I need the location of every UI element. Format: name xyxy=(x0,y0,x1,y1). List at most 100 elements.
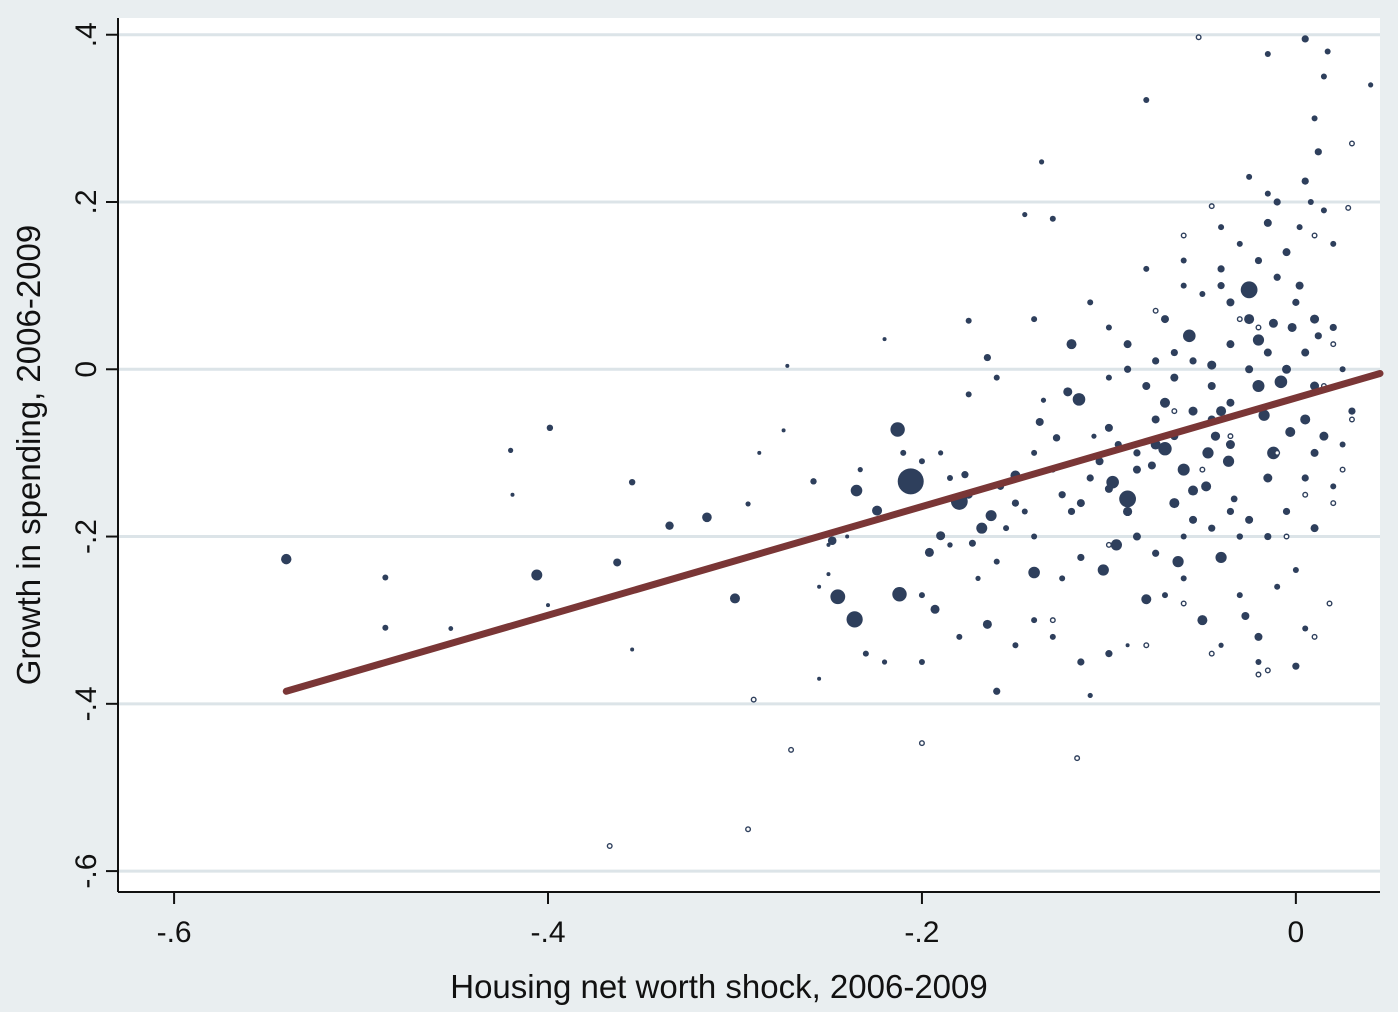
data-point xyxy=(1125,643,1130,648)
data-point xyxy=(1301,35,1309,43)
y-tick-label: -.4 xyxy=(70,686,103,721)
data-point xyxy=(1301,177,1309,185)
data-point xyxy=(1236,240,1243,247)
data-point xyxy=(1301,474,1309,482)
data-point xyxy=(745,501,751,507)
data-point xyxy=(1208,203,1215,210)
data-point xyxy=(1067,507,1076,516)
data-point xyxy=(1040,397,1047,403)
data-point xyxy=(1267,446,1280,460)
data-point xyxy=(1074,755,1081,762)
data-point xyxy=(1314,148,1322,156)
data-point xyxy=(1310,524,1319,533)
y-axis-title: Growth in spending, 2006-2009 xyxy=(10,225,47,686)
data-point xyxy=(1295,281,1304,290)
data-point xyxy=(1226,340,1235,349)
data-point xyxy=(606,843,613,850)
data-point xyxy=(1311,633,1318,640)
data-point xyxy=(1087,692,1093,699)
data-point xyxy=(900,449,907,456)
data-point xyxy=(827,536,837,546)
data-point xyxy=(982,619,992,629)
y-tick-label: .2 xyxy=(70,189,103,214)
data-point xyxy=(892,587,907,602)
data-point xyxy=(1274,449,1281,456)
data-point xyxy=(1245,365,1254,374)
data-point xyxy=(665,521,674,530)
data-point xyxy=(1255,659,1262,665)
data-point xyxy=(1035,417,1044,426)
data-point xyxy=(1143,96,1150,103)
data-point xyxy=(1201,481,1212,492)
data-point xyxy=(1227,433,1234,440)
x-tick-label: -.4 xyxy=(531,916,566,949)
data-point xyxy=(1087,299,1094,306)
data-point xyxy=(1324,48,1331,55)
data-point xyxy=(1188,406,1198,416)
data-point xyxy=(993,558,1000,565)
data-point xyxy=(938,450,944,456)
data-point xyxy=(881,659,888,665)
data-point xyxy=(936,531,946,541)
data-point xyxy=(630,647,635,652)
data-point xyxy=(1003,525,1010,532)
data-point xyxy=(1170,348,1178,357)
data-point xyxy=(1059,575,1066,582)
data-point xyxy=(1152,307,1159,314)
data-point xyxy=(817,584,822,589)
data-point xyxy=(956,633,963,640)
data-point xyxy=(1152,357,1160,365)
data-point xyxy=(1326,600,1333,607)
x-axis-ticks: -.6 -.4 -.2 0 xyxy=(157,892,1305,949)
data-point xyxy=(1292,567,1299,573)
data-point xyxy=(1330,240,1337,247)
data-point xyxy=(1208,524,1216,532)
data-point xyxy=(1091,433,1097,439)
data-point xyxy=(1152,549,1160,557)
data-point xyxy=(1245,515,1254,524)
data-point xyxy=(1254,256,1263,265)
data-point xyxy=(1172,556,1184,568)
data-point xyxy=(1320,207,1327,214)
data-point xyxy=(872,505,883,516)
x-tick-label: -.2 xyxy=(904,916,939,949)
y-tick-label: -.6 xyxy=(70,854,103,889)
data-point xyxy=(1264,50,1271,57)
y-axis-ticks: -.6 -.4 -.2 0 .2 .4 xyxy=(70,22,118,889)
data-point xyxy=(897,468,924,495)
data-point xyxy=(1049,633,1056,640)
data-point xyxy=(1182,329,1196,343)
x-tick-label: 0 xyxy=(1288,916,1305,949)
data-point xyxy=(546,424,554,432)
data-point xyxy=(1230,495,1238,503)
data-point xyxy=(947,542,953,548)
data-point xyxy=(1311,115,1318,122)
data-point xyxy=(1244,314,1255,325)
data-point xyxy=(1058,491,1066,499)
data-point xyxy=(993,374,1000,381)
data-point xyxy=(1021,508,1028,515)
data-point xyxy=(1199,466,1206,473)
data-point xyxy=(1226,507,1235,516)
data-point xyxy=(1105,650,1113,658)
data-point xyxy=(1274,583,1281,590)
data-point xyxy=(788,746,795,753)
data-point xyxy=(531,569,543,581)
data-point xyxy=(930,604,940,614)
data-point xyxy=(1202,447,1214,459)
data-point xyxy=(1310,314,1320,324)
data-point xyxy=(1218,642,1224,648)
data-point xyxy=(1282,507,1291,516)
data-point xyxy=(1314,332,1322,340)
data-point xyxy=(1329,323,1337,332)
data-point xyxy=(1031,316,1038,323)
data-point xyxy=(830,589,846,605)
data-point xyxy=(1226,398,1235,407)
data-point xyxy=(1207,360,1217,370)
data-point xyxy=(1028,566,1040,579)
data-point xyxy=(1180,232,1187,239)
data-point xyxy=(1264,532,1272,541)
data-point xyxy=(1263,218,1272,227)
data-point xyxy=(508,447,514,453)
data-point xyxy=(1263,473,1273,483)
